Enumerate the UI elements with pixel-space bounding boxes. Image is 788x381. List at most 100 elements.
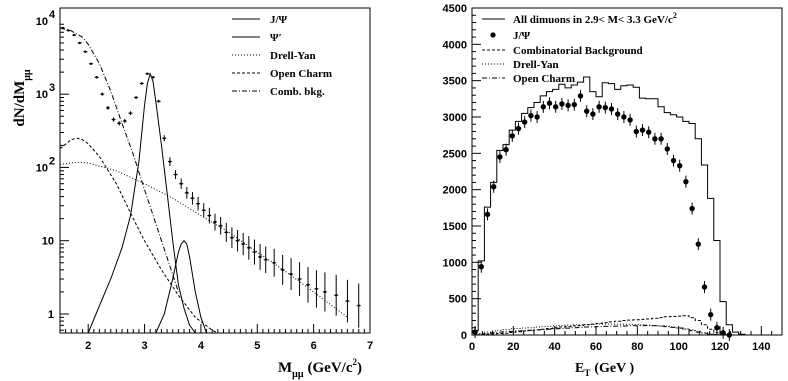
data-point [106,106,110,110]
jpsi-point [478,263,484,270]
y-tick-exponent: 2 [49,155,55,167]
data-point [281,268,284,272]
data-point [258,255,262,259]
left-xlabel: Mμμ (GeV/c2) [278,357,362,380]
data-point [334,294,338,297]
jpsi-point [577,93,584,99]
legend-all-label: All dimuons in 2.9< M< 3.3 GeV/c2 [513,11,677,26]
y-tick-label: 1 [48,309,54,321]
jpsi-point [472,329,478,335]
data-point [298,277,301,281]
right-et-spectrum-panel: 0 20 40 60 80 100 120 140 0 500 1000 1500 2000 2500 30… [443,3,783,378]
data-point [129,111,132,115]
data-point [264,258,267,261]
data-point [117,122,121,125]
x-tick-label: 120 [711,341,729,353]
legend-psiprime-label: Ψ′ [270,32,282,44]
x-tick-label: 20 [507,341,519,353]
data-point [272,261,276,264]
data-point [89,62,93,65]
jpsi-point [633,128,639,135]
legend-oc-label: Open Charm [270,68,332,80]
y-tick-label: 10 [42,236,54,248]
x-tick-label: 2 [85,340,91,352]
legend-jpsi-label: J/Ψ [270,14,288,26]
x-tick-label: 3 [141,340,147,352]
jpsi-point [714,325,720,331]
legend-combbg-label: Combinatorial Background [513,45,643,57]
left-data-points [60,26,361,328]
jpsi-point [565,102,571,109]
data-point [357,304,360,307]
jpsi-point [683,178,689,185]
right-legend: All dimuons in 2.9< M< 3.3 GeV/c2 J/Ψ Co… [482,11,677,85]
data-point [219,224,222,227]
jpsi-point [639,127,646,133]
data-point [247,246,251,250]
jpsi-point [646,129,652,135]
right-data-points [472,89,732,341]
jpsi-point [695,241,701,247]
y-tick-label: 2500 [443,148,467,160]
data-point [112,118,115,121]
jpsi-point [503,147,509,153]
data-point [315,287,318,291]
jpsi-point [720,330,726,336]
x-tick-label: 0 [469,341,475,353]
x-tick-label: 6 [311,340,317,352]
data-point [208,214,211,217]
y-tick-exponent: 3 [49,82,55,94]
jpsi-point [497,154,503,160]
left-ylabel: dN/dMμμ [12,69,33,127]
data-point [289,272,293,276]
jpsi-point [701,284,708,290]
curve-dotted [59,161,348,318]
x-tick-label: 80 [631,341,643,353]
curve-solid [155,239,207,334]
jpsi-point [515,125,522,132]
y-tick-label: 0 [461,330,467,342]
y-tick-label: 4500 [443,3,467,15]
jpsi-point [615,111,621,117]
y-tick-label: 2000 [443,185,467,197]
right-axis-ticks: 0 20 40 60 80 100 120 140 0 500 1000 1500 2000 2500 30… [443,3,783,353]
jpsi-point [596,104,602,110]
legend-jpsi-marker [490,32,496,38]
data-point [61,26,65,30]
data-point [225,231,228,234]
jpsi-point [571,101,577,108]
legend-oc-right-label: Open Charm [513,73,575,85]
data-point [174,173,177,176]
data-point [140,82,143,85]
jpsi-point [584,108,590,114]
data-point [95,76,98,79]
data-point [185,191,189,195]
histogram-dashed [472,315,751,336]
curve-dashed [59,137,219,334]
data-point [253,250,256,254]
x-tick-label: 5 [254,340,260,352]
data-point [78,41,81,45]
data-point [123,119,127,123]
jpsi-point [590,111,596,117]
data-point [196,202,200,205]
data-point [346,299,349,303]
y-tick-label: 1000 [443,257,467,269]
data-point [72,33,76,37]
data-point [157,100,160,103]
data-point [179,182,183,185]
legend-jpsi-right-label: J/Ψ [513,30,531,42]
jpsi-point [664,146,670,152]
right-plot-frame [471,7,783,336]
jpsi-point [553,104,559,110]
data-point [101,92,104,96]
data-point [191,197,194,200]
y-tick-label: 3500 [443,76,467,88]
right-curves [471,76,751,336]
y-tick-label: 3000 [443,112,467,124]
jpsi-point [540,104,546,110]
right-xlabel: ET (GeV ) [575,361,634,378]
curve-solid [87,72,196,334]
y-tick-label: 4000 [443,39,467,51]
